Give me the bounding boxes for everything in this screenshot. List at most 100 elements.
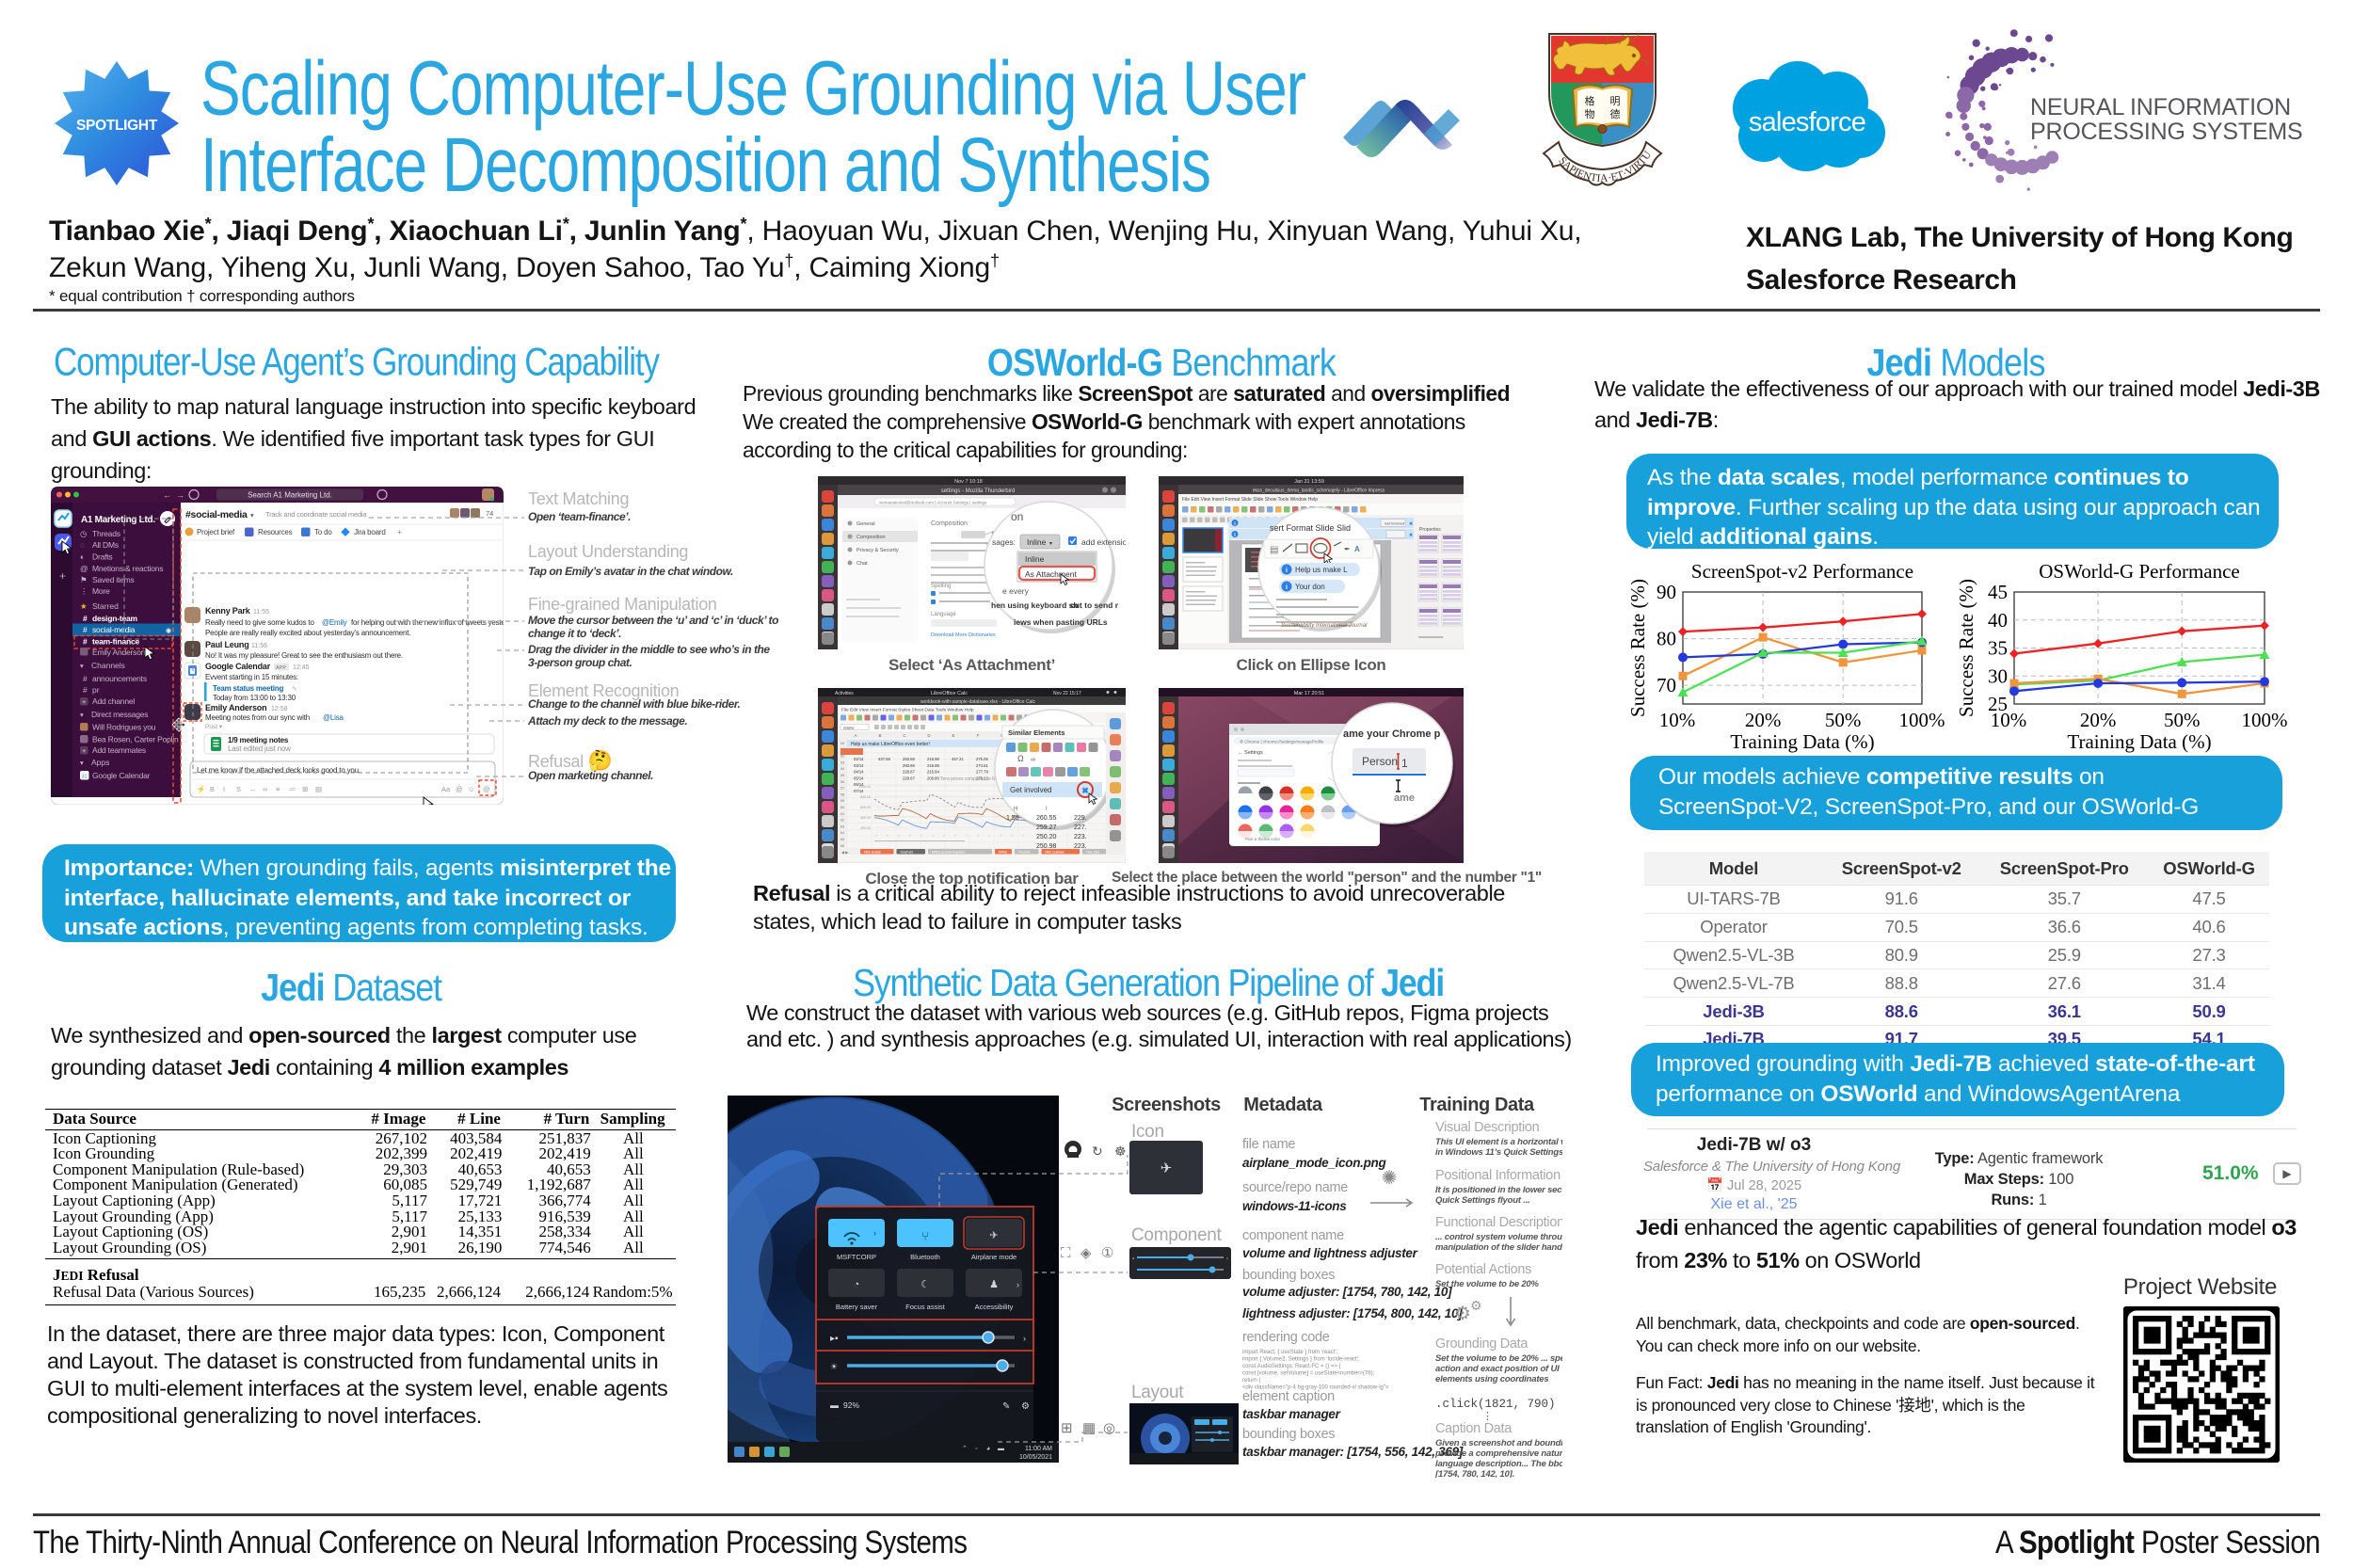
svg-text:物: 物	[1585, 107, 1595, 120]
svg-text:Really need to give some kudos: Really need to give some kudos to	[205, 618, 314, 627]
svg-text:xiemanateintel@outlook.com |: xiemanateintel@outlook.com | Account Set…	[879, 501, 987, 505]
svg-text:↻: ↻	[1092, 1144, 1103, 1159]
svg-text:←: ←	[163, 490, 171, 500]
svg-text:Accessibility: Accessibility	[975, 1303, 1014, 1311]
svg-text:B: B	[878, 733, 881, 738]
svg-text:+: +	[82, 746, 87, 755]
svg-text:E: E	[952, 733, 954, 738]
svg-text:›: ›	[873, 1228, 876, 1238]
svg-text:F: F	[977, 733, 980, 738]
svg-text:20%: 20%	[1745, 709, 1782, 731]
svg-text:bounding boxes: bounding boxes	[1242, 1268, 1335, 1283]
svg-text:pr: pr	[92, 685, 100, 695]
svg-text:57: 57	[840, 787, 844, 791]
svg-text:11:55: 11:55	[253, 609, 269, 616]
svg-text:import React, { useState } fro: import React, { useState } from ‘react’;	[1242, 1350, 1338, 1355]
svg-text:06/14: 06/14	[854, 782, 864, 787]
svg-text:Will Rodrigues you: Will Rodrigues you	[92, 723, 156, 732]
svg-text:800.00: 800.00	[860, 795, 871, 799]
svg-text:file name: file name	[1242, 1137, 1295, 1152]
svg-text:To do: To do	[314, 528, 332, 536]
svg-text:@: @	[483, 785, 490, 793]
svg-text:Flow_lista: Flow_lista	[1086, 851, 1099, 855]
svg-text:It is positioned in the lower: It is positioned in the lower section of…	[1435, 1185, 1562, 1195]
svg-text:⁄: ⁄	[909, 833, 912, 838]
svg-text:windows-11-icons: windows-11-icons	[1242, 1199, 1347, 1213]
svg-text:⁄: ⁄	[977, 833, 980, 838]
svg-text:▤: ▤	[1270, 545, 1278, 555]
svg-text:announcements: announcements	[92, 674, 147, 683]
svg-text:✈: ✈	[1160, 1160, 1173, 1176]
svg-text:cut to send r: cut to send r	[1070, 600, 1119, 610]
svg-text:✎: ✎	[292, 686, 297, 693]
svg-text:ScreenSpot-v2 Performance: ScreenSpot-v2 Performance	[1691, 560, 1913, 583]
svg-text:Get involved: Get involved	[1010, 786, 1051, 794]
svg-text:✖: ✖	[1409, 533, 1413, 538]
svg-text:◎: ◎	[1103, 1420, 1115, 1436]
svg-text:31: 31	[82, 775, 88, 780]
svg-text:▾: ▾	[80, 711, 84, 719]
svg-text:I: I	[1046, 807, 1048, 812]
svg-text:50%: 50%	[2164, 709, 2201, 731]
svg-text:40: 40	[1988, 609, 2008, 632]
svg-text:APP: APP	[276, 665, 286, 671]
svg-text:⊞: ⊞	[302, 785, 308, 793]
svg-text:Resources: Resources	[258, 528, 293, 536]
svg-text:80: 80	[1657, 628, 1676, 650]
svg-text:element caption: element caption	[1242, 1389, 1335, 1404]
svg-text:54: 54	[840, 767, 844, 771]
svg-text:Help us make LibreOffice even: Help us make LibreOffice even better!	[851, 742, 930, 747]
svg-text:Google Calendar: Google Calendar	[92, 771, 151, 780]
svg-text:#: #	[83, 637, 88, 647]
svg-text:◐: ◐	[80, 552, 85, 562]
svg-text:437.58: 437.58	[878, 757, 890, 761]
svg-text:#: #	[83, 614, 88, 623]
svg-text:Set the volume to be 20% ... s: Set the volume to be 20% ... specify the	[1435, 1353, 1562, 1364]
svg-text:sages:: sages:	[992, 537, 1016, 547]
svg-text:social-media: social-media	[92, 625, 136, 634]
svg-text:⚙ Chrome | chrome://settings/m: ⚙ Chrome | chrome://settings/manageProfi…	[1240, 740, 1324, 744]
svg-text:260.55: 260.55	[1036, 815, 1057, 822]
svg-text:Starred: Starred	[92, 601, 119, 611]
svg-text:Caption Data: Caption Data	[1435, 1421, 1513, 1436]
svg-text:明: 明	[1610, 95, 1621, 107]
svg-text:56: 56	[840, 780, 844, 784]
svg-text:Nov 22 15:17: Nov 22 15:17	[1053, 691, 1081, 696]
svg-text:Threads: Threads	[92, 529, 120, 538]
svg-text:Channels: Channels	[91, 661, 125, 670]
svg-text:10%: 10%	[1659, 709, 1696, 731]
svg-text:70: 70	[1657, 674, 1676, 696]
svg-text:#: #	[83, 625, 88, 634]
svg-text:workbook-with-sample-database.: workbook-with-sample-database.xlsx - Lib…	[920, 699, 1035, 705]
svg-text:293.68: 293.68	[903, 757, 915, 761]
svg-text:Screenshots: Screenshots	[1112, 1095, 1221, 1115]
svg-text:07/14: 07/14	[854, 789, 864, 793]
svg-text:Grounding Data: Grounding Data	[1435, 1336, 1529, 1352]
svg-text:Potential Actions: Potential Actions	[1435, 1262, 1531, 1277]
svg-text:12:58: 12:58	[271, 706, 288, 712]
svg-text:Battery saver: Battery saver	[836, 1303, 878, 1311]
svg-text:▾: ▾	[80, 662, 84, 670]
svg-text:05/14: 05/14	[854, 776, 864, 780]
svg-text:Training Data (%): Training Data (%)	[2067, 730, 2211, 753]
svg-text:SolqPoint: SolqPoint	[901, 851, 914, 855]
svg-text:◌: ◌	[80, 540, 85, 550]
svg-text:@Emily: @Emily	[322, 618, 347, 627]
svg-text:Today from 13:00 to 13:30: Today from 13:00 to 13:30	[213, 694, 296, 702]
svg-text:45: 45	[1988, 581, 2008, 603]
svg-text:component name: component name	[1242, 1228, 1344, 1243]
svg-text:Person: Person	[1362, 755, 1398, 768]
svg-text:elements using coordinates: elements using coordinates	[1435, 1374, 1548, 1384]
svg-text:⊞: ⊞	[1061, 1420, 1073, 1436]
svg-text:Help us make L: Help us make L	[1295, 566, 1348, 574]
svg-text:≡: ≡	[276, 785, 280, 793]
svg-text:ame your Chrome p: ame your Chrome p	[1343, 728, 1441, 740]
svg-text:▦: ▦	[1082, 1420, 1096, 1436]
svg-text:Positional Information: Positional Information	[1435, 1168, 1561, 1183]
svg-text:const [volume, setVolume] = us: const [volume, setVolume] = useState<num…	[1242, 1371, 1375, 1377]
svg-text:G50V: G50V	[843, 726, 855, 730]
svg-text:General: General	[856, 521, 875, 527]
svg-text:i: i	[1286, 584, 1288, 591]
svg-text:↔: ↔	[249, 785, 257, 793]
svg-text:04/14: 04/14	[854, 770, 864, 775]
